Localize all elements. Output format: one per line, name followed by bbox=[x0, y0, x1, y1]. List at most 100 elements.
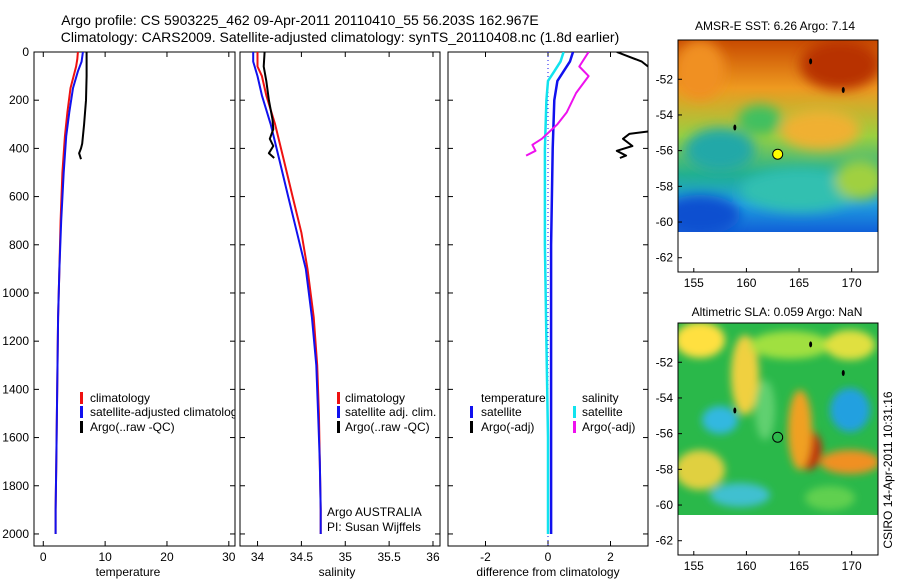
x-tick-label: 2 bbox=[607, 550, 614, 564]
x-tick-label: 0 bbox=[40, 550, 47, 564]
sla-map: 155 160 165 170 -52 -54 -56 -58 -60 -62 bbox=[656, 322, 879, 573]
series-line-temperature-satellite bbox=[549, 52, 575, 534]
sst-map-frame bbox=[677, 39, 879, 273]
map-x-tick-label: 170 bbox=[842, 276, 862, 290]
series-line-salinity-argo-adj- bbox=[525, 52, 590, 157]
map-x-tick-label: 165 bbox=[789, 276, 809, 290]
legend-swatch-temp-satellite bbox=[470, 406, 473, 418]
x-tick-label: 34.5 bbox=[290, 550, 314, 564]
y-tick-label: 200 bbox=[9, 93, 29, 107]
y-tick-label: 1000 bbox=[2, 286, 29, 300]
legend-title-salinity: salinity bbox=[582, 391, 619, 405]
legend-label-sal-satellite: satellite bbox=[582, 405, 623, 419]
legend-swatch-argo bbox=[337, 421, 340, 433]
sla-map-title: Altimetric SLA: 0.059 Argo: NaN bbox=[692, 305, 863, 319]
y-tick-label: 1800 bbox=[2, 479, 29, 493]
island-marker bbox=[809, 58, 813, 65]
sst-map-title: AMSR-E SST: 6.26 Argo: 7.14 bbox=[695, 19, 855, 33]
series-line-temperature-argo-adj- bbox=[616, 52, 648, 68]
legend-swatch-sal-argo bbox=[573, 421, 576, 433]
legend-swatch-climatology bbox=[80, 392, 83, 404]
argo-location-marker bbox=[772, 431, 784, 443]
island-marker bbox=[733, 124, 737, 131]
x-tick-label: 36 bbox=[426, 550, 440, 564]
temperature-legend: climatology satellite-adjusted climatolo… bbox=[80, 391, 235, 434]
legend-label-sal-argo: Argo(-adj) bbox=[582, 420, 635, 434]
legend-swatch-argo bbox=[80, 421, 83, 433]
y-tick-label: 2000 bbox=[2, 527, 29, 541]
map-y-tick-label: -56 bbox=[656, 427, 674, 441]
map-y-tick-label: -62 bbox=[656, 251, 674, 265]
salinity-annotation-line2: PI: Susan Wijffels bbox=[327, 520, 421, 534]
temperature-plot-frame bbox=[33, 51, 236, 547]
credit-timestamp: CSIRO 14-Apr-2011 10:31:16 bbox=[881, 391, 895, 549]
temperature-plot: 0 10 20 30 0 200 400 600 800 1000 1200 1400 1600 1800… bbox=[2, 45, 236, 564]
y-tick-label: 1400 bbox=[2, 382, 29, 396]
map-y-tick-label: -52 bbox=[656, 355, 674, 369]
y-tick-label: 0 bbox=[22, 45, 29, 59]
salinity-plot: 34 34.5 35 35.5 36 bbox=[240, 51, 440, 564]
sla-map-frame bbox=[677, 322, 879, 556]
y-tick-label: 400 bbox=[9, 141, 29, 155]
legend-swatch-climatology bbox=[337, 392, 340, 404]
legend-label-argo: Argo(..raw -QC) bbox=[90, 420, 175, 434]
series-line-argo-raw-qc- bbox=[262, 52, 275, 159]
map-y-tick-label: -54 bbox=[656, 108, 674, 122]
map-x-tick-label: 155 bbox=[684, 559, 704, 573]
salinity-x-label: salinity bbox=[319, 565, 356, 579]
island-marker bbox=[841, 369, 845, 376]
map-y-tick-label: -60 bbox=[656, 498, 674, 512]
legend-label-argo: Argo(..raw -QC) bbox=[345, 420, 430, 434]
legend-label-climatology: climatology bbox=[90, 391, 150, 405]
series-line-temperature-argo-adj-deep bbox=[615, 130, 648, 159]
map-y-tick-label: -58 bbox=[656, 462, 674, 476]
difference-plot: -2 0 2 bbox=[448, 51, 648, 564]
difference-legend-temperature: temperature satellite Argo(-adj) bbox=[470, 391, 546, 434]
y-tick-label: 600 bbox=[9, 190, 29, 204]
y-tick-label: 1200 bbox=[2, 334, 29, 348]
legend-label-temp-argo: Argo(-adj) bbox=[481, 420, 534, 434]
map-y-tick-label: -62 bbox=[656, 534, 674, 548]
x-tick-label: 35.5 bbox=[377, 550, 401, 564]
x-tick-label: 10 bbox=[98, 550, 112, 564]
island-marker bbox=[733, 407, 737, 414]
map-y-tick-label: -52 bbox=[656, 72, 674, 86]
difference-x-label: difference from climatology bbox=[476, 565, 619, 579]
salinity-legend: climatology satellite adj. clim. Argo(..… bbox=[337, 391, 436, 434]
x-tick-label: 35 bbox=[339, 550, 353, 564]
x-tick-label: 30 bbox=[222, 550, 236, 564]
map-y-tick-label: -56 bbox=[656, 144, 674, 158]
y-tick-label: 800 bbox=[9, 238, 29, 252]
header-title-line1: Argo profile: CS 5903225_462 09-Apr-2011… bbox=[61, 12, 538, 28]
series-line-salinity-satellite bbox=[543, 52, 565, 534]
map-y-tick-label: -54 bbox=[656, 391, 674, 405]
legend-label-satellite: satellite adj. clim. bbox=[345, 405, 436, 419]
map-x-tick-label: 170 bbox=[842, 559, 862, 573]
legend-swatch-temp-argo bbox=[470, 421, 473, 433]
x-tick-label: 0 bbox=[545, 550, 552, 564]
salinity-plot-frame bbox=[239, 51, 441, 547]
y-tick-label: 1600 bbox=[2, 431, 29, 445]
legend-swatch-satellite bbox=[337, 406, 340, 418]
island-marker bbox=[841, 86, 845, 93]
argo-location-marker bbox=[772, 148, 784, 160]
x-tick-label: -2 bbox=[480, 550, 491, 564]
legend-swatch-satellite bbox=[80, 406, 83, 418]
series-line-satellite-adjusted-climatology bbox=[54, 52, 84, 534]
map-y-tick-label: -60 bbox=[656, 215, 674, 229]
map-x-tick-label: 165 bbox=[789, 559, 809, 573]
map-x-tick-label: 160 bbox=[736, 276, 756, 290]
legend-title-temperature: temperature bbox=[481, 391, 546, 405]
series-line-climatology bbox=[256, 52, 322, 534]
salinity-annotation-line1: Argo AUSTRALIA bbox=[327, 505, 422, 519]
legend-swatch-sal-satellite bbox=[573, 406, 576, 418]
temperature-x-label: temperature bbox=[96, 565, 161, 579]
series-line-argo-raw-qc- bbox=[78, 52, 88, 160]
header-title-line2: Climatology: CARS2009. Satellite-adjuste… bbox=[61, 29, 619, 45]
x-tick-label: 34 bbox=[251, 550, 265, 564]
map-y-tick-label: -58 bbox=[656, 179, 674, 193]
sst-map: 155 160 165 170 -52 -54 -56 -58 -60 -62 bbox=[656, 39, 879, 290]
map-x-tick-label: 155 bbox=[684, 276, 704, 290]
island-marker bbox=[809, 341, 813, 348]
